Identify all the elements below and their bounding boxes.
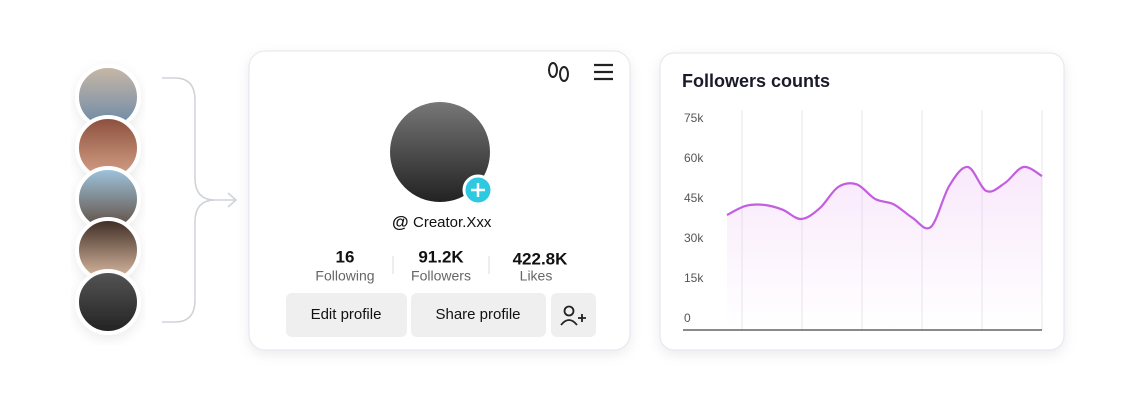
y-tick-label: 0 bbox=[684, 311, 691, 325]
y-tick-label: 15k bbox=[684, 271, 704, 285]
menu-icon[interactable] bbox=[594, 63, 613, 81]
stat-label: Likes bbox=[520, 268, 553, 284]
connector bbox=[162, 77, 238, 323]
y-tick-label: 60k bbox=[684, 151, 704, 165]
area bbox=[727, 166, 1042, 330]
button-label: Share profile bbox=[435, 306, 520, 323]
share-profile-button[interactable] bbox=[411, 293, 546, 337]
username: Creator.Xxx bbox=[413, 214, 492, 231]
footprint-icon[interactable] bbox=[548, 62, 569, 82]
stat-value: 16 bbox=[336, 247, 355, 266]
edit-profile-button[interactable] bbox=[286, 293, 407, 337]
stat-value: 91.2K bbox=[418, 247, 464, 266]
stat-label: Following bbox=[315, 268, 374, 284]
handle-prefix: @ bbox=[392, 212, 409, 231]
stat-label: Followers bbox=[411, 268, 471, 284]
button-label: Edit profile bbox=[311, 306, 382, 323]
chart-title: Followers counts bbox=[682, 71, 830, 91]
line bbox=[726, 165, 1043, 230]
stat-value: 422.8K bbox=[513, 249, 569, 268]
avatars bbox=[75, 64, 141, 335]
plus-icon bbox=[471, 183, 485, 197]
y-tick-label: 75k bbox=[684, 111, 704, 125]
add-friend-icon bbox=[560, 305, 586, 326]
y-tick-label: 45k bbox=[684, 191, 704, 205]
avatar bbox=[75, 269, 141, 335]
y-tick-label: 30k bbox=[684, 231, 704, 245]
add-friend-button[interactable] bbox=[551, 293, 596, 337]
plot: 0 15k 30k 45k 60k 75k bbox=[684, 111, 1043, 330]
profile-photo bbox=[390, 102, 490, 202]
